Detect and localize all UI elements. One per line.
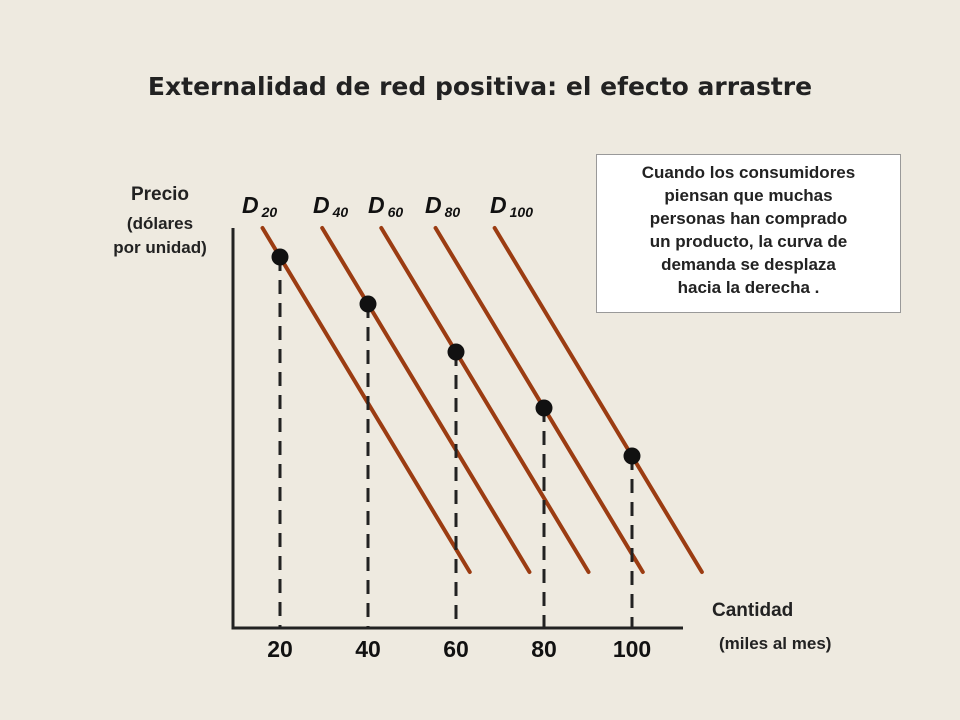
curve-label-80: D 80	[425, 192, 460, 220]
curve-label-20: D 20	[242, 192, 277, 220]
curve-label-40: D 40	[313, 192, 348, 220]
data-point	[623, 447, 641, 465]
demand-curve-60	[379, 226, 591, 574]
y-axis-label: Precio	[130, 184, 190, 205]
annotation-line: piensan que muchas	[664, 186, 833, 205]
data-point	[271, 248, 289, 266]
annotation-line: personas han comprado	[649, 209, 848, 228]
x-axis-label: Cantidad	[712, 600, 794, 621]
annotation-box: Cuando los consumidores piensan que much…	[596, 154, 901, 313]
x-tick-label: 20	[267, 636, 293, 662]
x-tick-label: 100	[613, 636, 651, 662]
demand-curve-40	[320, 226, 532, 574]
x-tick-label: 40	[355, 636, 381, 662]
annotation-line: demanda se desplaza	[661, 255, 836, 274]
data-point	[535, 399, 553, 417]
annotation-line: un producto, la curva de	[649, 232, 848, 251]
annotation-line: Cuando los consumidores	[641, 163, 856, 182]
x-axis-unit: (miles al mes)	[719, 634, 832, 653]
y-axis-unit-line-1: (dólares	[126, 214, 194, 233]
curve-label-60: D 60	[368, 192, 403, 220]
data-point	[359, 295, 377, 313]
chart-title: Externalidad de red positiva: el efecto …	[147, 72, 813, 101]
demand-curve-20	[260, 226, 472, 574]
x-tick-label: 80	[531, 636, 557, 662]
data-point	[447, 343, 465, 361]
curve-label-100: D 100	[490, 192, 533, 220]
demand-curve-80	[433, 226, 645, 574]
demand-curve-100	[492, 226, 704, 574]
x-tick-label: 60	[443, 636, 469, 662]
annotation-line: hacia la derecha .	[677, 278, 820, 297]
y-axis-unit-line-2: por unidad)	[113, 238, 207, 257]
